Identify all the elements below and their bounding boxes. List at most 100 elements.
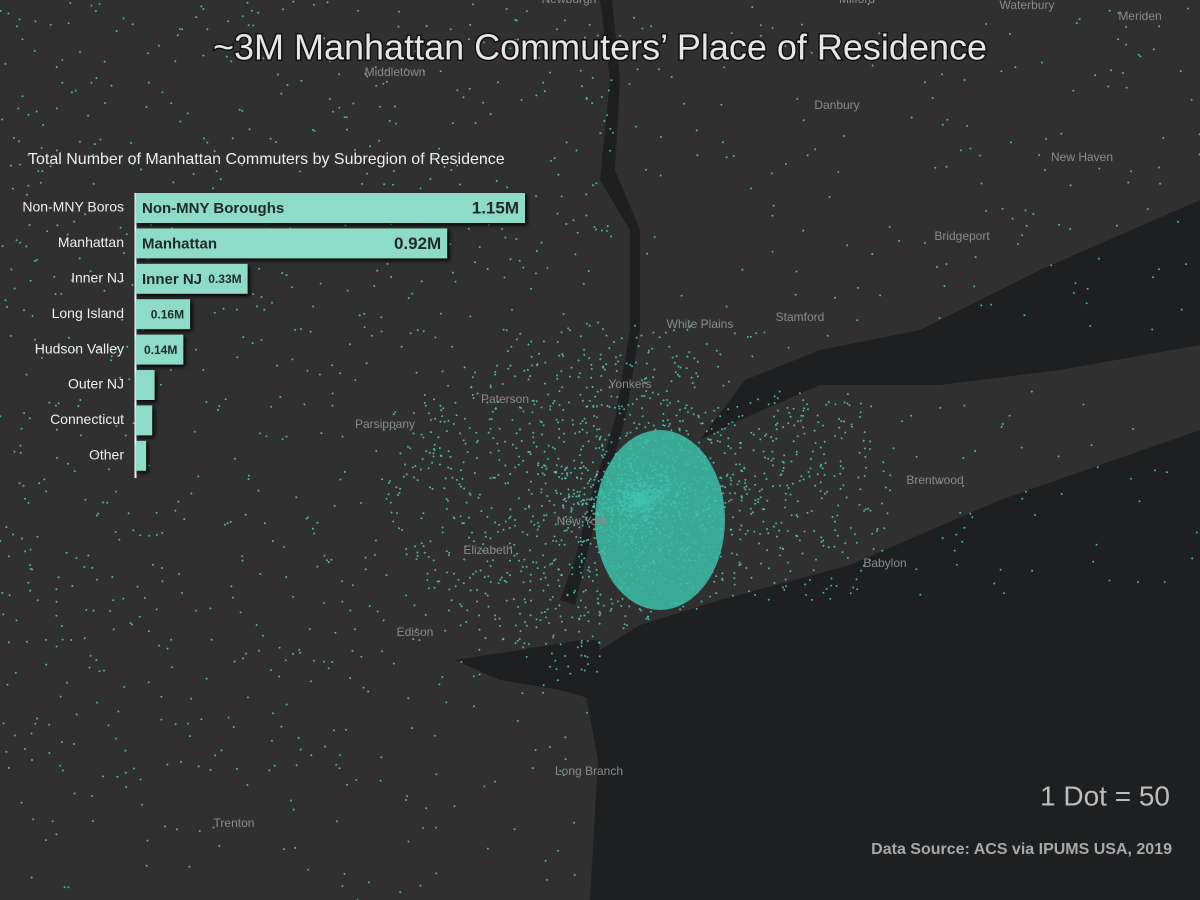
dot [21, 95, 24, 98]
dot [993, 582, 996, 585]
dot [729, 492, 732, 495]
dot [980, 182, 983, 185]
dot [546, 495, 549, 498]
dot [784, 499, 787, 501]
dot [614, 406, 616, 409]
dot [456, 89, 459, 92]
dot [776, 409, 779, 412]
dot [728, 380, 730, 383]
dot [1151, 328, 1154, 331]
dot [445, 701, 448, 704]
dot [1146, 208, 1149, 210]
dot [732, 155, 735, 157]
dot [27, 113, 30, 116]
dot [569, 521, 572, 524]
dot [324, 745, 327, 748]
dot [528, 504, 530, 507]
dot [645, 168, 647, 171]
dot [500, 576, 503, 579]
dot [230, 60, 233, 63]
dot [568, 495, 571, 498]
dot [652, 424, 655, 427]
dot [190, 697, 193, 700]
dot [624, 615, 627, 618]
dot [310, 754, 313, 757]
dot [246, 696, 249, 699]
dot [583, 417, 586, 420]
dot [59, 695, 62, 698]
dot [635, 427, 638, 430]
dot [272, 712, 275, 715]
dot [787, 346, 790, 349]
dot [354, 148, 356, 151]
dot [426, 572, 429, 575]
dot [562, 504, 564, 507]
dot [323, 554, 326, 557]
dot [839, 460, 842, 463]
dot [453, 572, 456, 575]
dot [772, 485, 774, 488]
dot [195, 609, 197, 612]
dot [665, 331, 667, 334]
dot [1152, 48, 1155, 51]
dot [0, 9, 2, 12]
place-label: New York [557, 514, 609, 528]
dot [61, 769, 64, 772]
dot [478, 673, 481, 676]
dot [786, 529, 789, 532]
dot [810, 51, 813, 54]
dot [833, 520, 836, 523]
dot [375, 450, 378, 452]
dot [148, 464, 151, 467]
dot [174, 509, 177, 512]
dot [679, 366, 682, 369]
dot [587, 469, 589, 472]
dot [966, 124, 968, 127]
dot [585, 97, 588, 100]
dot [161, 91, 164, 94]
dot [738, 480, 741, 483]
dot [532, 431, 535, 434]
dot [695, 129, 698, 132]
dot [629, 431, 632, 434]
dot [1021, 497, 1024, 500]
dot [364, 72, 367, 75]
bar-chart: Non-MNY Boros Non-MNY Boroughs 1.15MManhat… [22, 193, 525, 471]
dot [635, 125, 638, 128]
dot [571, 566, 574, 569]
dot [498, 427, 501, 430]
dot [16, 25, 18, 28]
dot [640, 379, 643, 382]
dot [146, 839, 149, 842]
dot [447, 384, 450, 387]
dot [546, 267, 549, 270]
dot [820, 541, 823, 543]
dot [544, 382, 546, 385]
dot [778, 484, 781, 487]
dot [250, 9, 253, 12]
category-label: Connecticut [50, 411, 124, 427]
dot [633, 16, 636, 19]
dot [114, 531, 117, 533]
dot [569, 516, 572, 519]
dot [311, 128, 314, 131]
dot [463, 487, 466, 490]
dot [462, 582, 465, 585]
dot [309, 330, 312, 333]
dot [67, 462, 70, 465]
dot [524, 621, 527, 623]
dot [431, 461, 434, 464]
dot [645, 362, 648, 365]
dot [351, 584, 354, 587]
dot [819, 465, 822, 468]
dot [7, 641, 10, 644]
dot [429, 540, 432, 543]
dot [553, 511, 556, 514]
dot [407, 445, 409, 448]
dot [487, 223, 490, 226]
dot [678, 408, 681, 411]
dot [300, 79, 303, 82]
dot [704, 411, 707, 414]
dot [785, 585, 787, 588]
